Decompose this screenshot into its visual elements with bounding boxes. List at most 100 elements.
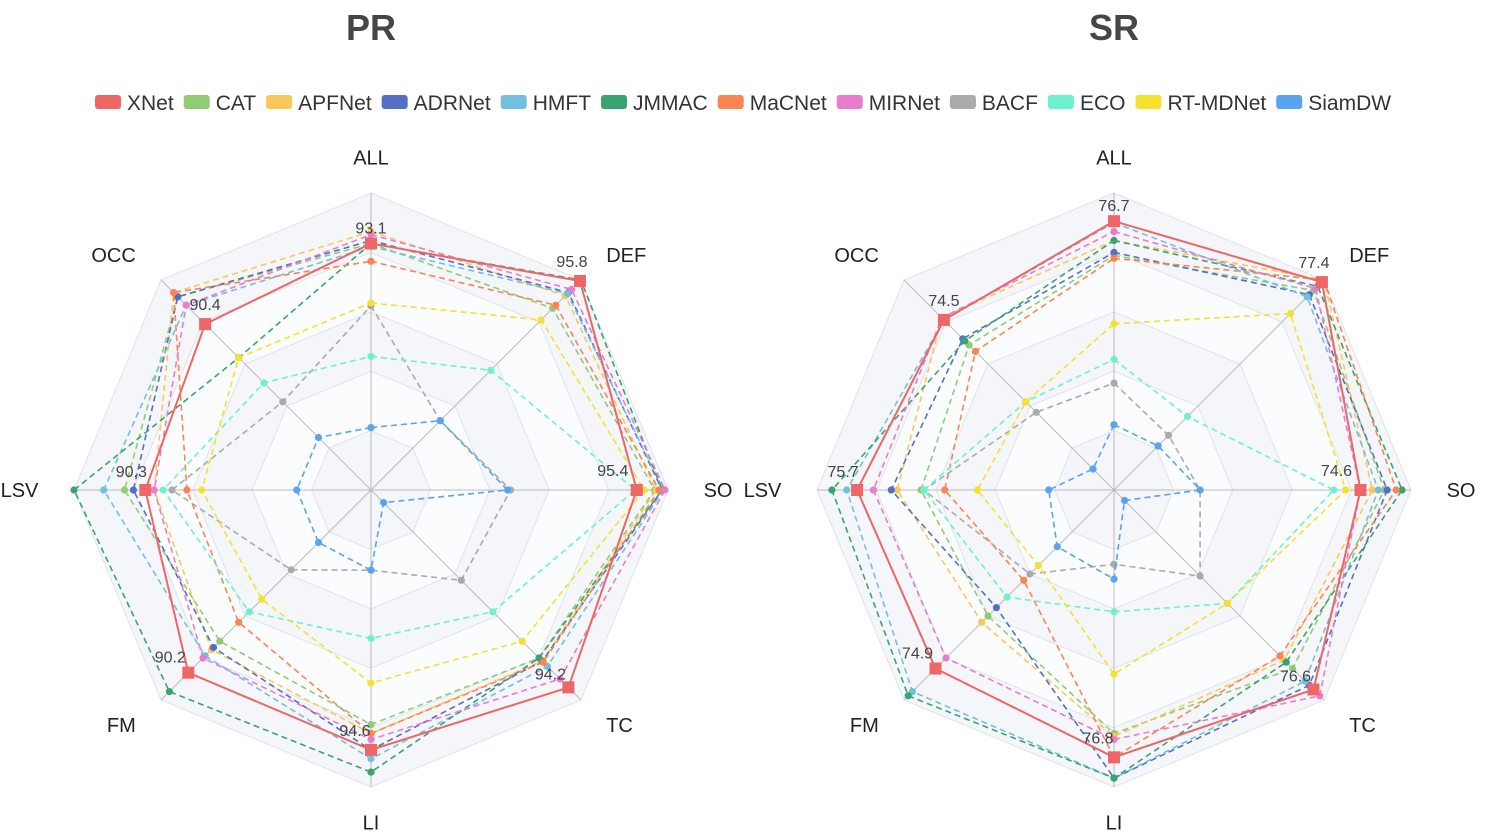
data-point-rt-mdnet-tc (518, 637, 526, 645)
data-point-macnet-fm (235, 618, 243, 626)
data-point-siamdw-def (1154, 442, 1162, 450)
axis-label-occ: OCC (834, 245, 878, 267)
legend-label-hmft: HMFT (533, 92, 591, 115)
data-point-cat-lsv (120, 486, 129, 494)
series-mirnet[interactable] (150, 231, 669, 744)
data-point-mirnet-fm (199, 654, 207, 662)
data-point-eco-fm (245, 608, 253, 616)
data-point-eco-def (487, 366, 495, 374)
legend-item-xnet[interactable]: XNet (95, 92, 174, 115)
data-point-eco-so (1330, 486, 1338, 494)
legend-item-cat[interactable]: CAT (183, 92, 257, 115)
data-point-bacf-def (1165, 431, 1173, 439)
axis-label-all: ALL (353, 147, 389, 169)
data-label-xnet-tc: 76.6 (1280, 669, 1311, 686)
legend-swatch-bacf (949, 95, 976, 109)
data-point-macnet-def (552, 301, 560, 309)
data-point-macnet-tc (1276, 652, 1284, 660)
data-point-siamdw-lsv (293, 486, 301, 494)
data-point-macnet-all (1110, 254, 1118, 262)
data-point-mirnet-all (1110, 228, 1118, 236)
series-rt-mdnet[interactable] (198, 299, 648, 687)
data-point-xnet-tc (562, 681, 575, 694)
legend-item-mirnet[interactable]: MIRNet (836, 92, 940, 115)
data-point-adrnet-fm (992, 604, 1001, 612)
data-point-xnet-so (630, 484, 643, 496)
data-point-siamdw-lsv (1045, 486, 1053, 494)
series-siamdw[interactable] (293, 417, 512, 574)
data-point-macnet-so (1392, 486, 1400, 494)
axis-label-lsv: LSV (1, 480, 39, 502)
data-label-xnet-all: 76.7 (1098, 198, 1129, 215)
legend-item-siamdw[interactable]: SiamDW (1276, 92, 1391, 115)
data-label-xnet-all: 93.1 (355, 221, 386, 238)
data-point-xnet-all (1108, 215, 1120, 228)
axis-label-so: SO (704, 480, 733, 502)
legend-item-macnet[interactable]: MaCNet (717, 92, 827, 115)
data-label-xnet-fm: 90.2 (155, 650, 186, 667)
data-point-jmmac-lsv (70, 486, 78, 494)
data-point-jmmac-lsv (828, 486, 836, 494)
data-point-eco-li (1110, 608, 1118, 616)
data-point-hmft-lsv (100, 486, 108, 494)
axis-line-fm (160, 489, 372, 701)
data-point-bacf-tc (1196, 572, 1204, 580)
legend-label-xnet: XNet (127, 92, 174, 115)
data-point-cat-fm (984, 612, 992, 620)
series-line-bacf (170, 304, 512, 582)
data-point-rt-mdnet-all (1110, 320, 1118, 328)
legend-label-macnet: MaCNet (750, 92, 827, 115)
data-point-siamdw-all (367, 424, 375, 432)
legend-item-eco[interactable]: ECO (1047, 92, 1126, 115)
data-point-xnet-lsv (851, 484, 864, 496)
data-point-jmmac-li (1110, 774, 1118, 782)
series-jmmac[interactable] (828, 236, 1406, 782)
series-line-apfnet (896, 239, 1374, 738)
axis-label-def: DEF (1349, 245, 1389, 267)
data-point-xnet-def (1315, 276, 1328, 289)
data-point-xnet-occ (199, 318, 212, 331)
legend-swatch-apfnet (266, 95, 293, 109)
series-line-adrnet (890, 251, 1389, 780)
legend-item-jmmac[interactable]: JMMAC (601, 92, 708, 115)
legend-label-adrnet: ADRNet (414, 92, 491, 115)
data-point-siamdw-li (367, 566, 375, 574)
series-siamdw[interactable] (1045, 421, 1204, 583)
data-point-bacf-all (1110, 379, 1118, 387)
series-macnet[interactable] (170, 257, 663, 738)
axis-label-tc: TC (606, 715, 633, 737)
data-label-xnet-so: 95.4 (597, 463, 628, 480)
series-rt-mdnet[interactable] (973, 310, 1350, 678)
data-point-eco-def (1183, 412, 1192, 421)
axis-label-fm: FM (850, 715, 879, 737)
data-point-cat-tc (1288, 664, 1297, 673)
data-point-siamdw-occ (1089, 465, 1097, 473)
data-point-rt-mdnet-fm (1034, 562, 1042, 570)
data-label-xnet-def: 77.4 (1298, 255, 1329, 272)
data-point-adrnet-fm (209, 643, 218, 652)
legend-item-apfnet[interactable]: APFNet (266, 92, 372, 115)
legend-item-hmft[interactable]: HMFT (500, 92, 591, 115)
data-point-cat-fm (216, 637, 224, 645)
data-point-bacf-fm (287, 566, 295, 574)
legend-item-bacf[interactable]: BACF (949, 92, 1038, 115)
data-point-siamdw-so (504, 486, 512, 494)
data-point-eco-fm (1003, 593, 1011, 601)
data-point-rt-mdnet-occ (235, 354, 243, 362)
series-xnet[interactable]: 76.7 77.4 74.6 76.6 76.8 74.9 75.7 74.5 (828, 198, 1367, 764)
series-xnet[interactable]: 93.1 95.8 95.4 94.2 94.6 90.2 90.3 90.4 (116, 221, 643, 756)
legend-item-adrnet[interactable]: ADRNet (381, 92, 491, 115)
data-point-macnet-so (655, 486, 663, 494)
radar-chart-pr: PR ALL DEF SO TC LI FM LSV OCC 93.1 95.8 95.4 94.2 94… (1, 7, 733, 835)
legend-label-jmmac: JMMAC (633, 92, 708, 115)
data-point-eco-lsv (159, 486, 167, 494)
data-point-mirnet-tc (556, 675, 564, 683)
axis-label-all: ALL (1096, 147, 1132, 169)
legend-item-rt-mdnet[interactable]: RT-MDNet (1135, 92, 1266, 115)
data-point-rt-mdnet-li (1110, 670, 1118, 678)
data-point-rt-mdnet-lsv (973, 486, 982, 494)
data-label-xnet-so: 74.6 (1321, 463, 1352, 480)
legend-swatch-eco (1047, 95, 1074, 109)
data-point-eco-all (367, 352, 375, 360)
legend-swatch-adrnet (381, 95, 408, 109)
